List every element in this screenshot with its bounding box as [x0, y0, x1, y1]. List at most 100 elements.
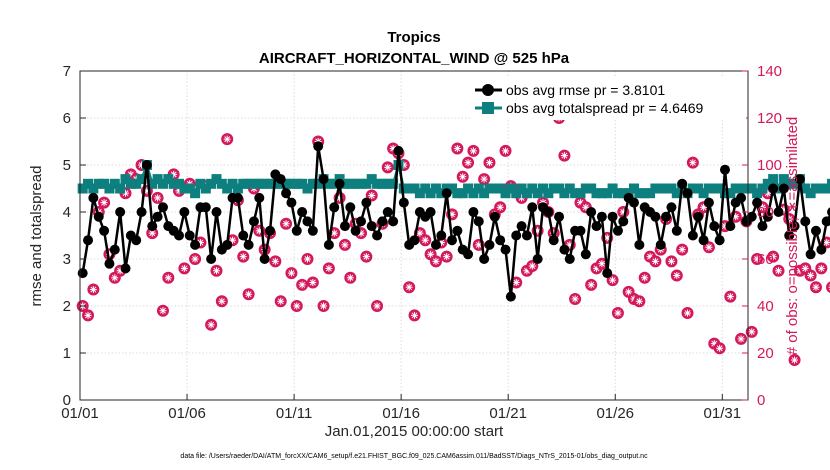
rmse-point: [398, 197, 409, 208]
obs-assimilated-point: [218, 297, 226, 305]
rmse-point: [286, 197, 297, 208]
obs-assimilated-point: [502, 147, 510, 155]
y-tick-label: 4: [63, 204, 71, 221]
spread-point: [206, 178, 217, 189]
spread-point: [77, 183, 88, 194]
spread-point: [174, 178, 185, 189]
asterisk-stroke: [465, 159, 472, 166]
y-tick-label: 7: [63, 63, 71, 80]
obs-assimilated-point: [191, 255, 199, 263]
spread-point: [265, 178, 276, 189]
spread-point: [645, 188, 656, 199]
y-tick-label: 2: [63, 298, 71, 315]
spread-point: [93, 178, 104, 189]
rmse-point: [586, 207, 597, 217]
asterisk-stroke: [122, 190, 129, 197]
spread-point: [382, 178, 393, 189]
rmse-point: [99, 225, 110, 236]
obs-assimilated-point: [330, 229, 338, 237]
spread-point: [773, 183, 784, 194]
obs-assimilated-point: [84, 311, 92, 319]
obs-assimilated-point: [411, 311, 419, 319]
rmse-point: [612, 225, 623, 236]
obs-assimilated-point: [207, 321, 215, 329]
spread-point: [307, 178, 318, 189]
spread-point: [810, 183, 821, 194]
obs-assimilated-point: [320, 302, 328, 310]
asterisk-stroke: [754, 256, 761, 262]
rmse-point: [709, 221, 720, 232]
rmse-point: [655, 239, 666, 250]
obs-assimilated-point: [421, 236, 429, 244]
spread-point: [784, 178, 795, 189]
obs-assimilated-point: [737, 335, 745, 343]
x-axis-label: Jan.01,2015 00:00:00 start: [325, 423, 504, 440]
rmse-point: [666, 202, 677, 213]
obs-assimilated-point: [528, 262, 536, 270]
spread-point: [157, 178, 168, 189]
rmse-point: [564, 254, 575, 264]
asterisk-stroke: [181, 265, 188, 272]
rmse-point: [248, 216, 259, 227]
spread-point: [693, 183, 704, 194]
asterisk-stroke: [529, 263, 536, 270]
rmse-point: [147, 221, 158, 232]
spread-point: [125, 178, 136, 189]
asterisk-stroke: [813, 284, 819, 291]
asterisk-stroke: [689, 159, 696, 166]
asterisk-stroke: [641, 274, 648, 281]
obs-assimilated-point: [807, 271, 815, 279]
spread-point: [800, 183, 811, 194]
y-tick-label: 1: [63, 345, 71, 362]
obs-assimilated-point: [287, 269, 295, 277]
obs-assimilated-point: [325, 264, 333, 272]
obs-assimilated-point: [678, 246, 686, 254]
x-tick-label: 01/21: [489, 405, 527, 422]
asterisk-stroke: [149, 230, 156, 237]
rmse-point: [206, 254, 217, 264]
rmse-point: [816, 244, 827, 255]
asterisk-stroke: [293, 303, 300, 309]
right-axis: 0 20 40 60 80 100 120 140: [742, 63, 782, 409]
obs-assimilated-point: [560, 152, 568, 160]
rmse-point: [313, 141, 324, 152]
spread-point: [291, 178, 302, 189]
rmse-point: [714, 235, 725, 246]
spread-point: [714, 183, 725, 194]
asterisk-stroke: [732, 213, 739, 220]
spread-point: [805, 188, 816, 199]
obs-assimilated-point: [368, 192, 376, 200]
obs-assimilated-point: [223, 135, 231, 143]
obs-assimilated-point: [769, 253, 777, 261]
rmse-point: [184, 230, 195, 241]
spread-point: [575, 188, 586, 199]
asterisk-stroke: [90, 286, 97, 293]
asterisk-stroke: [582, 204, 589, 211]
rmse-point: [318, 174, 329, 185]
asterisk-stroke: [711, 340, 718, 347]
asterisk-stroke: [160, 307, 166, 314]
rmse-point: [334, 178, 345, 189]
asterisk-stroke: [374, 303, 381, 309]
obs-assimilated-point: [373, 302, 381, 310]
asterisk-stroke: [791, 357, 798, 364]
asterisk-stroke: [454, 145, 461, 152]
obs-possible-point: [826, 281, 830, 293]
rmse-point: [222, 239, 233, 250]
rmse-point: [447, 235, 458, 246]
asterisk-stroke: [288, 270, 295, 277]
obs-assimilated-point: [464, 159, 472, 167]
rmse-point: [109, 244, 120, 255]
rmse-series: [77, 141, 830, 302]
obs-assimilated-point: [753, 255, 761, 263]
obs-assimilated-point: [480, 175, 488, 183]
spread-point: [323, 178, 334, 189]
spread-point: [580, 183, 591, 194]
obs-assimilated-point: [341, 241, 349, 249]
y-right-tick-label: 20: [757, 345, 774, 362]
spread-point: [495, 183, 506, 194]
spread-point: [452, 188, 463, 199]
rmse-point: [634, 239, 645, 250]
asterisk-stroke: [224, 136, 231, 143]
